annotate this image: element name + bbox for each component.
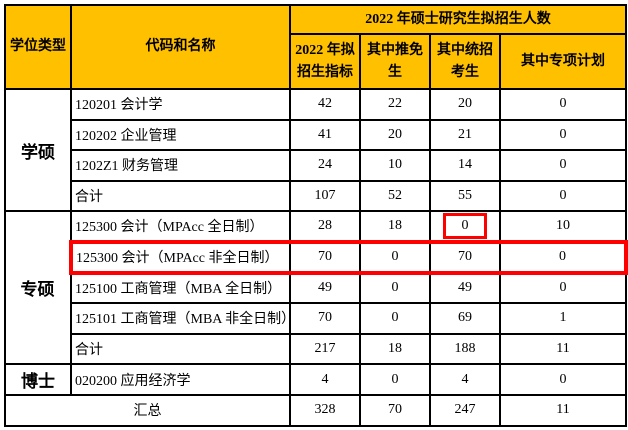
table-row-subtotal: 合计 217 18 188 11	[5, 332, 627, 366]
header-unified-exam: 其中统招考生	[429, 33, 501, 90]
table-row-subtotal: 合计 107 52 55 0	[5, 179, 627, 213]
cell-value: 28	[289, 210, 361, 243]
group-label-doctoral: 博士	[4, 363, 72, 396]
cell-value: 0	[499, 363, 627, 396]
cell-value: 0	[499, 239, 628, 275]
cell-value: 18	[359, 210, 431, 243]
cell-value: 0	[359, 302, 431, 335]
cell-value: 49	[289, 271, 361, 305]
table-row-grand-total: 汇总 328 70 247 11	[4, 393, 627, 427]
group-label-professional-master: 专硕	[4, 210, 72, 366]
cell-value: 0	[359, 239, 431, 275]
cell-value: 69	[429, 302, 501, 335]
cell-value: 21	[429, 118, 501, 152]
cell-value: 10	[359, 149, 431, 182]
cell-program-name: 120201 会计学	[70, 88, 291, 121]
group-label-academic-master: 学硕	[4, 87, 72, 213]
cell-value: 0	[359, 271, 431, 305]
cell-value-red-boxed: 0	[429, 210, 501, 243]
cell-value: 70	[289, 239, 361, 275]
cell-program-name: 125101 工商管理（MBA 非全日制）	[70, 302, 291, 335]
header-group-title: 2022 年硕士研究生拟招生人数	[289, 4, 627, 35]
cell-value: 0	[499, 118, 627, 152]
cell-program-name: 125100 工商管理（MBA 全日制）	[70, 271, 291, 305]
table-row: 博士 020200 应用经济学 4 0 4 0	[4, 363, 627, 396]
cell-value: 107	[289, 179, 361, 213]
cell-value: 4	[429, 363, 501, 396]
header-code-name: 代码和名称	[70, 4, 291, 90]
red-cell-annotation: 0	[443, 213, 487, 240]
cell-value: 18	[359, 332, 431, 366]
cell-value: 70	[359, 393, 431, 427]
header-row-sub: 2022 年拟招生指标 其中推免生 其中统招考生 其中专项计划	[5, 33, 627, 90]
cell-program-name: 125300 会计（MPAcc 全日制）	[70, 210, 291, 243]
cell-program-name: 125300 会计（MPAcc 非全日制）	[69, 239, 291, 275]
cell-value: 52	[359, 179, 431, 213]
table-row: 125100 工商管理（MBA 全日制） 49 0 49 0	[5, 271, 627, 305]
cell-value: 41	[289, 118, 361, 152]
cell-value: 11	[499, 393, 627, 427]
cell-value: 0	[499, 149, 627, 182]
cell-value: 328	[289, 393, 361, 427]
cell-value: 70	[289, 302, 361, 335]
cell-value: 49	[429, 271, 501, 305]
cell-value: 11	[499, 332, 627, 366]
cell-program-name: 020200 应用经济学	[70, 363, 291, 396]
header-special-plan: 其中专项计划	[499, 33, 627, 90]
cell-grand-total-label: 汇总	[4, 393, 291, 427]
header-degree-type: 学位类型	[4, 4, 72, 90]
cell-value: 4	[289, 363, 361, 396]
table-row: 120202 企业管理 41 20 21 0	[5, 118, 627, 152]
table-row: 专硕 125300 会计（MPAcc 全日制） 28 18 0 10	[4, 210, 627, 366]
header-recommended: 其中推免生	[359, 33, 431, 90]
cell-value: 55	[429, 179, 501, 213]
cell-subtotal-label: 合计	[70, 179, 291, 213]
cell-value: 0	[499, 271, 627, 305]
cell-subtotal-label: 合计	[70, 332, 291, 366]
cell-value: 10	[499, 210, 627, 243]
cell-value: 70	[429, 239, 501, 275]
cell-value: 20	[429, 88, 501, 121]
cell-value: 20	[359, 118, 431, 152]
cell-value: 24	[289, 149, 361, 182]
cell-program-name: 120202 企业管理	[70, 118, 291, 152]
cell-program-name: 1202Z1 财务管理	[70, 149, 291, 182]
cell-value: 0	[499, 88, 627, 121]
cell-value: 217	[289, 332, 361, 366]
cell-value: 14	[429, 149, 501, 182]
enrollment-table-wrapper: 学位类型 代码和名称 2022 年硕士研究生拟招生人数 2022 年拟招生指标 …	[4, 4, 628, 427]
table-row: 学硕 120201 会计学 42 22 20 0	[4, 87, 627, 213]
cell-value: 1	[499, 302, 627, 335]
header-plan-quota: 2022 年拟招生指标	[289, 33, 361, 90]
cell-value: 42	[289, 88, 361, 121]
header-row-top: 学位类型 代码和名称 2022 年硕士研究生拟招生人数	[4, 4, 627, 90]
highlighted-row: 125300 会计（MPAcc 非全日制） 70 0 70 0	[5, 239, 628, 275]
cell-value: 0	[499, 179, 627, 213]
cell-value: 247	[429, 393, 501, 427]
table-row: 1202Z1 财务管理 24 10 14 0	[5, 149, 627, 182]
cell-value: 188	[429, 332, 501, 366]
cell-value: 22	[359, 88, 431, 121]
enrollment-table: 学位类型 代码和名称 2022 年硕士研究生拟招生人数 2022 年拟招生指标 …	[4, 4, 628, 427]
table-row: 125101 工商管理（MBA 非全日制） 70 0 69 1	[5, 302, 627, 335]
cell-value: 0	[359, 363, 431, 396]
